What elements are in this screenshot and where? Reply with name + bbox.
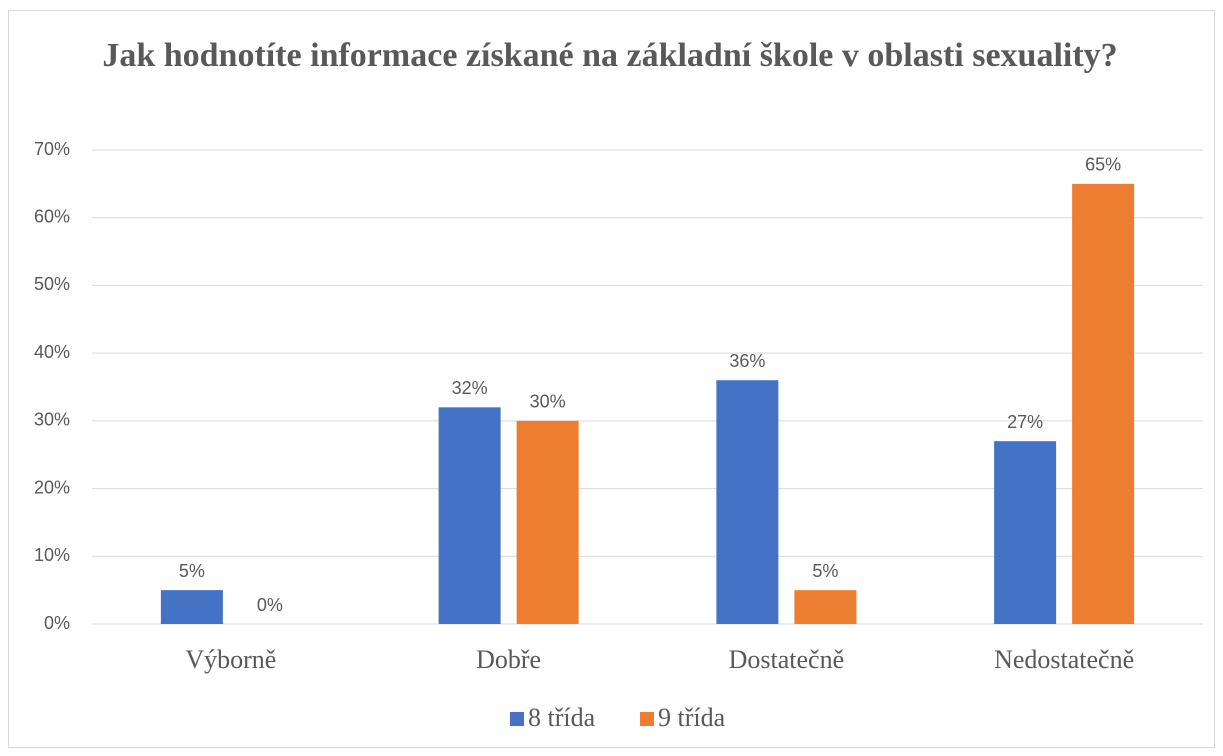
value-label: 0% [257, 595, 283, 615]
legend-swatch [640, 712, 654, 726]
bar [716, 380, 779, 624]
y-tick-label: 0% [44, 613, 70, 633]
y-tick-label: 10% [34, 545, 70, 565]
value-label: 30% [530, 392, 566, 412]
legend-swatch [510, 712, 524, 726]
value-label: 65% [1085, 155, 1121, 175]
legend-label: 9 třída [658, 703, 726, 732]
chart-title: Jak hodnotíte informace získané na zákla… [102, 37, 1118, 74]
y-tick-label: 60% [34, 206, 70, 226]
legend-label: 8 třída [528, 703, 596, 732]
bar [994, 441, 1057, 624]
value-label: 32% [452, 378, 488, 398]
x-tick-label: Výborně [185, 645, 276, 674]
bar [438, 407, 501, 624]
x-tick-label: Dostatečně [729, 645, 845, 674]
y-tick-label: 30% [34, 410, 70, 430]
y-tick-label: 70% [34, 139, 70, 159]
bar [160, 590, 223, 624]
bar [794, 590, 857, 624]
value-label: 5% [179, 561, 205, 581]
value-label: 27% [1007, 412, 1043, 432]
y-tick-label: 40% [34, 342, 70, 362]
value-label: 36% [729, 351, 765, 371]
y-tick-label: 50% [34, 274, 70, 294]
chart-border [8, 10, 1215, 748]
bar [1072, 183, 1135, 624]
value-label: 5% [812, 561, 838, 581]
bar [516, 420, 579, 624]
x-tick-label: Nedostatečně [994, 645, 1134, 674]
x-tick-label: Dobře [476, 645, 541, 674]
y-tick-label: 20% [34, 477, 70, 497]
